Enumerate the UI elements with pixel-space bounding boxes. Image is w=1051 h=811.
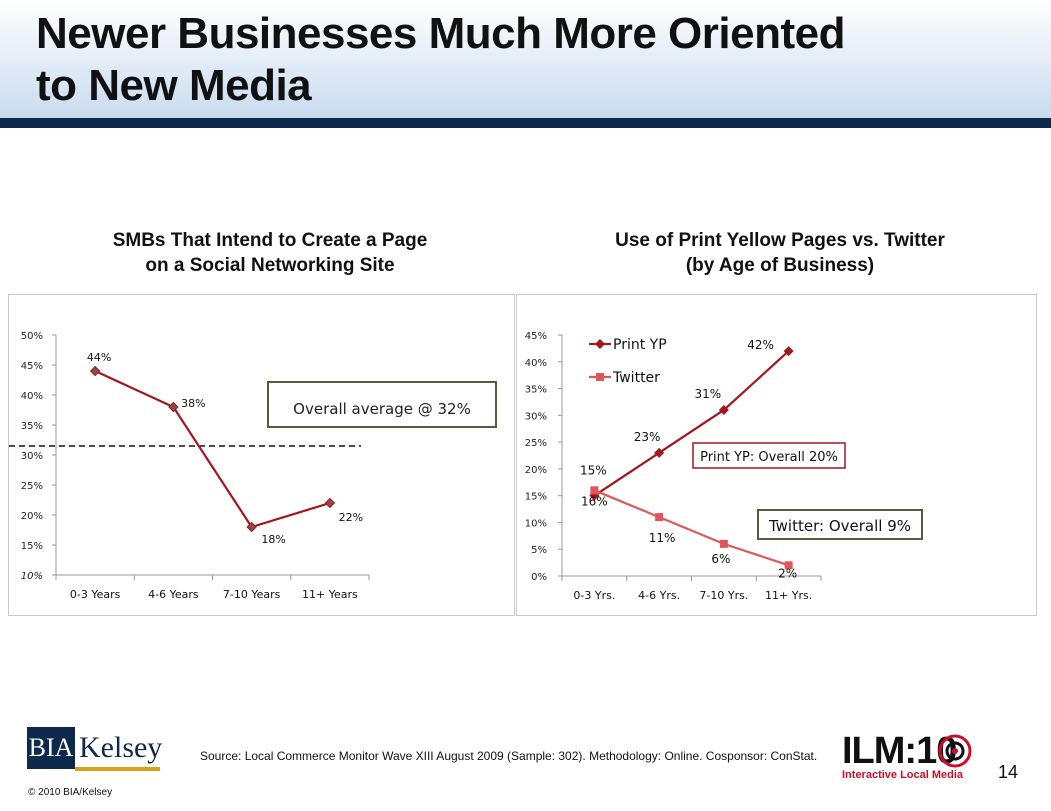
x-category-label: 11+ Yrs. [765,589,812,602]
page-number: 14 [998,762,1019,782]
ilm-logo-sub: Interactive Local Media [842,769,964,781]
chart1-title-line1: SMBs That Intend to Create a Page [112,230,428,251]
data-point-marker [168,401,179,413]
header-divider [0,118,1051,128]
data-point-marker [324,497,336,509]
print-yp-marker [718,404,729,415]
x-category-label: 4-6 Yrs. [638,589,680,602]
y-tick-label: 45% [525,331,547,342]
legend-marker [596,373,604,381]
y-tick-label: 15% [21,541,43,552]
twitter-data-label: 11% [649,531,676,545]
slide-title-line1: Newer Businesses Much More Oriented [36,9,845,58]
y-tick-label: 10% [525,518,547,529]
y-tick-label: 40% [21,391,43,402]
bia-logo-underline [75,767,160,771]
twitter-data-label: 6% [711,552,730,566]
slide-title-line2: to New Media [36,61,312,110]
print-yp-data-label: 31% [695,387,722,401]
ilm-logo: ILM:10 Interactive Local Media [842,731,977,783]
y-tick-label: 15% [525,492,547,503]
print-yp-data-label: 42% [747,338,774,352]
y-tick-label: 50% [21,331,43,342]
print-yp-annotation-text: Print YP: Overall 20% [700,450,838,465]
series-line [94,370,331,529]
target-icon [938,734,972,768]
y-tick-label: 25% [21,481,43,492]
x-category-label: 7-10 Years [223,588,281,601]
y-tick-label: 30% [525,411,547,422]
chart2-panel: 0% 5% 10% 15% 20% 25% 30% 35% 40% 45% 0-3 Yrs. 4-6 … [516,294,1037,616]
y-tick-label: 30% [21,451,43,462]
copyright-text: © 2010 BIA/Kelsey [28,787,113,798]
series-line-print-yp [593,350,790,497]
chart2-plot: 0% 5% 10% 15% 20% 25% 30% 35% 40% 45% 0-3 Yrs. 4-6 … [525,331,923,602]
y-tick-label: 40% [525,358,547,369]
chart1-title: SMBs That Intend to Create a Page on a S… [60,228,480,278]
twitter-marker [590,486,599,495]
y-tick-label: 20% [21,511,43,522]
annotation-text: Overall average @ 32% [293,400,471,418]
data-point-marker [89,365,101,377]
x-category-label: 4-6 Years [148,588,199,601]
x-category-label: 0-3 Years [70,588,121,601]
data-label: 38% [181,397,205,410]
y-tick-label: 25% [525,438,547,449]
chart2-title-line2: (by Age of Business) [685,255,875,276]
y-tick-label: 20% [525,465,547,476]
twitter-data-label: 2% [778,566,797,580]
y-tick-label: 10% [21,571,43,582]
source-note: Source: Local Commerce Monitor Wave XIII… [200,749,818,763]
print-yp-marker [783,346,794,357]
print-yp-annotation-box [692,442,846,469]
annotation-box [267,381,497,428]
legend-label: Print YP [613,337,667,353]
data-label: 18% [261,533,285,546]
slide-header [0,0,1051,122]
chart1-panel: 10% 15% 20% 25% 30% 35% 40% 45% 50% 0-3 Years 4-6 … [8,294,515,616]
bia-kelsey-logo: BIA Kelsey [27,727,162,773]
twitter-marker [719,539,728,548]
twitter-annotation-box [757,509,923,540]
bia-logo-box: BIA [27,727,75,769]
data-label: 44% [87,351,111,364]
twitter-annotation-text: Twitter: Overall 9% [768,517,911,535]
y-tick-label: 0% [531,572,547,583]
y-tick-label: 35% [21,421,43,432]
data-point-marker [246,521,257,533]
data-label: 22% [339,511,363,524]
chart1-title-line2: on a Social Networking Site [145,255,395,276]
chart2-title: Use of Print Yellow Pages vs. Twitter (b… [560,228,1000,278]
twitter-marker [784,561,793,570]
print-yp-marker [654,447,665,458]
print-yp-data-label: 15% [580,464,607,478]
ilm-logo-main: ILM:10 [842,730,957,772]
twitter-data-label: 16% [581,494,608,508]
series-line-twitter [593,489,789,567]
chart1-plot: 10% 15% 20% 25% 30% 35% 40% 45% 50% 0-3 Years 4-6 … [9,331,497,601]
twitter-marker [655,513,664,522]
y-tick-label: 5% [531,545,547,556]
chart2-title-line1: Use of Print Yellow Pages vs. Twitter [615,230,945,251]
y-tick-label: 45% [21,361,43,372]
bia-logo-word: Kelsey [79,731,163,764]
x-category-label: 7-10 Yrs. [699,589,748,602]
print-yp-data-label: 23% [634,430,661,444]
legend-marker [595,339,605,349]
y-tick-label: 35% [525,385,547,396]
x-category-label: 0-3 Yrs. [573,589,615,602]
legend-label: Twitter [612,370,660,386]
slide-title: Newer Businesses Much More Oriented to N… [36,8,845,112]
x-category-label: 11+ Years [302,588,358,601]
